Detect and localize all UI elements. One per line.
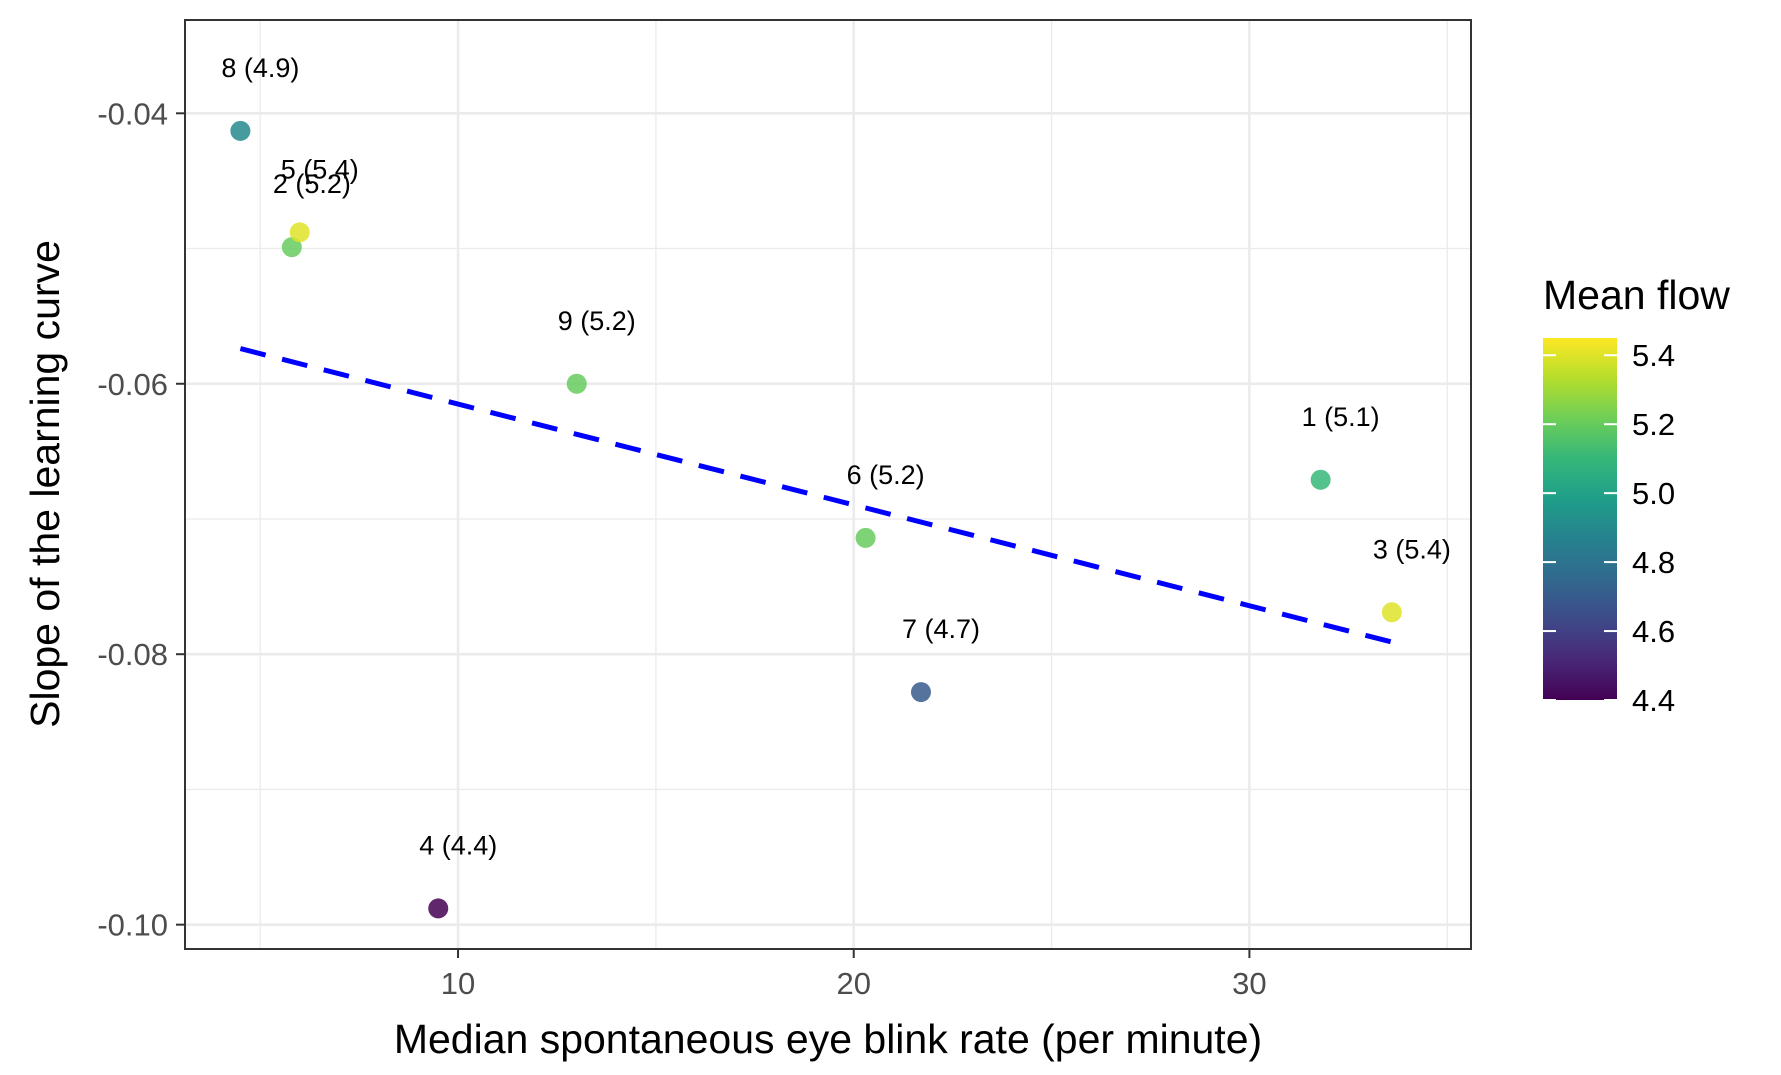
y-tick-label: -0.10 [97, 908, 168, 943]
y-axis-title: Slope of the learning curve [22, 240, 68, 728]
point-label: 6 (5.2) [847, 460, 925, 490]
trend-line [239, 346, 1393, 645]
legend: Mean flow 5.4 5.2 5.0 4.8 4.6 4.4 [1543, 272, 1730, 718]
legend-title: Mean flow [1543, 272, 1730, 318]
colorbar-tick-label: 5.2 [1632, 407, 1675, 442]
point-label: 7 (4.7) [902, 614, 980, 644]
x-axis-title: Median spontaneous eye blink rate (per m… [394, 1016, 1262, 1062]
data-point [566, 373, 587, 394]
y-axis: -0.04 -0.06 -0.08 -0.10 [97, 96, 185, 943]
data-point [230, 120, 251, 141]
y-tick-label: -0.06 [97, 367, 168, 402]
colorbar-tick-label: 5.0 [1632, 476, 1675, 511]
data-point [281, 237, 302, 258]
x-tick-label: 20 [836, 966, 870, 1001]
panel-border [184, 19, 1472, 950]
colorbar-tick-label: 5.4 [1632, 338, 1675, 373]
data-point [289, 222, 310, 243]
colorbar-tick-label: 4.8 [1632, 545, 1675, 580]
point-label: 9 (5.2) [558, 306, 636, 336]
data-point [428, 898, 449, 919]
data-point [1381, 602, 1402, 623]
y-tick-label: -0.04 [97, 96, 168, 131]
colorbar-ticks: 5.4 5.2 5.0 4.8 4.6 4.4 [1543, 338, 1675, 718]
point-label: 5 (5.4) [281, 154, 359, 184]
grid-minor [185, 20, 1471, 949]
data-point [1310, 469, 1331, 490]
y-tick-label: -0.08 [97, 637, 168, 672]
trend-line-dashed [239, 346, 1393, 645]
colorbar-tick-label: 4.4 [1632, 683, 1675, 718]
point-label: 3 (5.4) [1373, 534, 1451, 564]
colorbar [1543, 338, 1617, 700]
point-labels: 1 (5.1) 2 (5.2) 3 (5.4) 4 (4.4) 5 (5.4) 6 (5.… [221, 53, 1451, 861]
point-label: 4 (4.4) [419, 830, 497, 860]
x-tick-label: 10 [441, 966, 475, 1001]
x-axis: 10 20 30 [441, 949, 1267, 1001]
colorbar-tick-label: 4.6 [1632, 614, 1675, 649]
x-tick-label: 30 [1232, 966, 1266, 1001]
data-point [910, 682, 931, 703]
point-label: 1 (5.1) [1302, 402, 1380, 432]
panel-background [185, 20, 1471, 949]
data-point [855, 527, 876, 548]
grid-major [185, 20, 1471, 949]
point-label: 8 (4.9) [221, 53, 299, 83]
data-points [230, 120, 1402, 919]
point-label: 2 (5.2) [273, 169, 351, 199]
